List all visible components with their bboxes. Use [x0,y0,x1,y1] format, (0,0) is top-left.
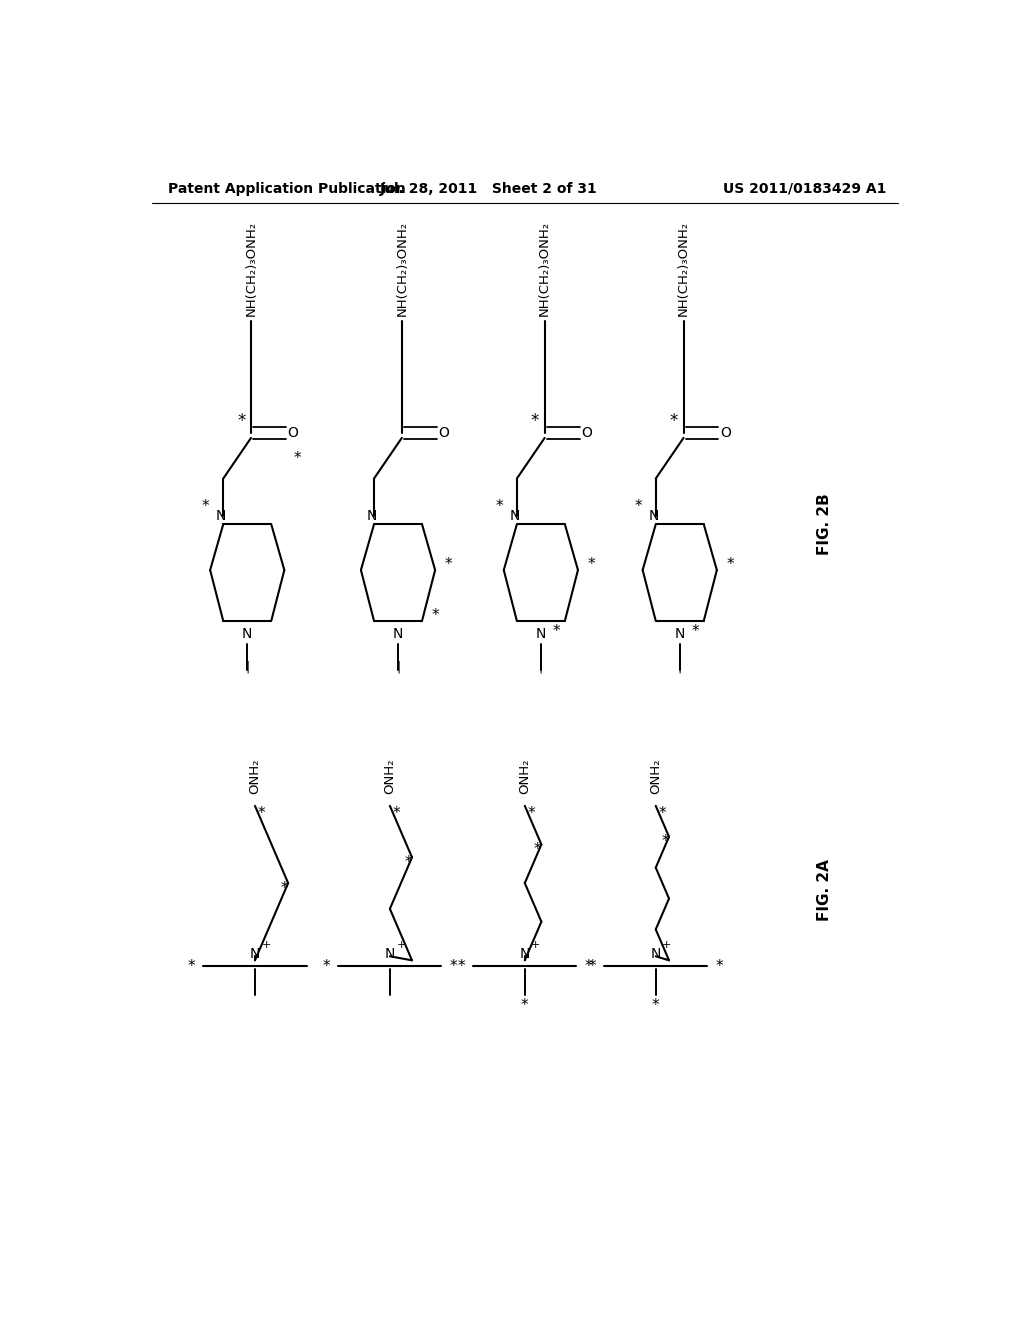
Text: *: * [431,609,439,623]
Text: ONH₂: ONH₂ [649,758,663,793]
Text: N: N [385,948,395,961]
Text: *: * [635,499,642,513]
Text: O: O [720,426,731,440]
Text: |: | [245,660,250,673]
Text: +: + [531,940,541,950]
Text: *: * [589,958,596,974]
Text: *: * [534,842,542,857]
Text: *: * [726,557,734,573]
Text: *: * [238,412,246,429]
Text: US 2011/0183429 A1: US 2011/0183429 A1 [723,182,886,195]
Text: |: | [396,660,400,673]
Text: N: N [509,510,519,523]
Text: +: + [396,940,406,950]
Text: FIG. 2A: FIG. 2A [817,859,833,921]
Text: Jul. 28, 2011   Sheet 2 of 31: Jul. 28, 2011 Sheet 2 of 31 [380,182,598,195]
Text: O: O [438,426,450,440]
Text: N: N [216,510,226,523]
Text: N: N [519,948,530,961]
Text: *: * [450,958,457,974]
Text: NH(CH₂)₃ONH₂: NH(CH₂)₃ONH₂ [395,220,409,315]
Text: N: N [536,627,546,642]
Text: *: * [257,807,265,821]
Text: |: | [539,660,543,673]
Text: *: * [281,880,288,896]
Text: O: O [582,426,592,440]
Text: N: N [393,627,403,642]
Text: N: N [675,627,685,642]
Text: *: * [444,557,453,573]
Text: N: N [250,948,260,961]
Text: *: * [658,807,666,821]
Text: N: N [367,510,377,523]
Text: N: N [650,948,660,961]
Text: *: * [691,623,699,639]
Text: ONH₂: ONH₂ [249,758,261,793]
Text: FIG. 2B: FIG. 2B [817,494,833,556]
Text: NH(CH₂)₃ONH₂: NH(CH₂)₃ONH₂ [245,220,257,315]
Text: ONH₂: ONH₂ [518,758,531,793]
Text: *: * [392,807,400,821]
Text: *: * [202,499,210,513]
Text: *: * [662,834,669,849]
Text: *: * [530,412,540,429]
Text: ONH₂: ONH₂ [383,758,396,793]
Text: *: * [527,807,535,821]
Text: *: * [588,557,595,573]
Text: NH(CH₂)₃ONH₂: NH(CH₂)₃ONH₂ [539,220,551,315]
Text: *: * [553,623,560,639]
Text: *: * [293,450,301,466]
Text: |: | [678,660,682,673]
Text: *: * [458,958,465,974]
Text: *: * [521,998,528,1012]
Text: *: * [323,958,331,974]
Text: +: + [261,940,270,950]
Text: *: * [715,958,723,974]
Text: *: * [670,412,678,429]
Text: Patent Application Publication: Patent Application Publication [168,182,406,195]
Text: N: N [648,510,658,523]
Text: N: N [242,627,253,642]
Text: O: O [288,426,299,440]
Text: +: + [663,940,672,950]
Text: *: * [585,958,592,974]
Text: *: * [652,998,659,1012]
Text: *: * [404,855,412,870]
Text: *: * [187,958,196,974]
Text: NH(CH₂)₃ONH₂: NH(CH₂)₃ONH₂ [677,220,690,315]
Text: *: * [496,499,503,513]
